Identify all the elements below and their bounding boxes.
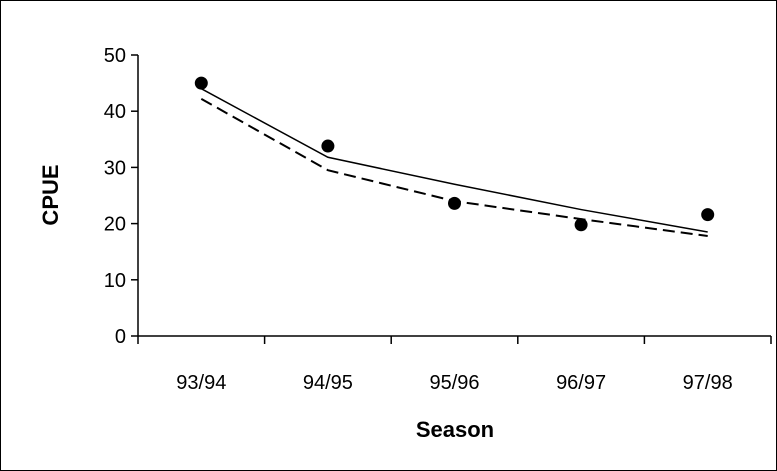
data-point <box>448 196 461 210</box>
x-tick-label: 95/96 <box>429 372 479 394</box>
x-tick-label: 93/94 <box>176 372 226 394</box>
solid-series-line <box>200 88 708 233</box>
data-point <box>194 76 208 90</box>
x-tick-label: 96/97 <box>556 372 606 394</box>
y-tick-label: 20 <box>104 214 126 236</box>
y-tick-label: 0 <box>115 326 126 348</box>
y-tick-label: 50 <box>104 45 126 67</box>
data-point <box>701 208 715 222</box>
y-tick-label: 10 <box>104 270 126 292</box>
dashed-series-line <box>200 97 708 237</box>
data-point <box>574 218 588 232</box>
x-tick-label: 94/95 <box>303 372 353 394</box>
y-tick-label: 40 <box>104 101 126 123</box>
axes: 0 10 20 30 40 50 93/94 94/95 95/96 96/97 97/98 <box>104 45 772 394</box>
y-axis-title: CPUE <box>38 164 63 225</box>
x-tick-label: 97/98 <box>683 372 733 394</box>
data-point <box>321 139 335 153</box>
y-tick-label: 30 <box>104 157 126 179</box>
series-layer <box>194 76 715 237</box>
x-axis-title: Season <box>416 417 494 442</box>
